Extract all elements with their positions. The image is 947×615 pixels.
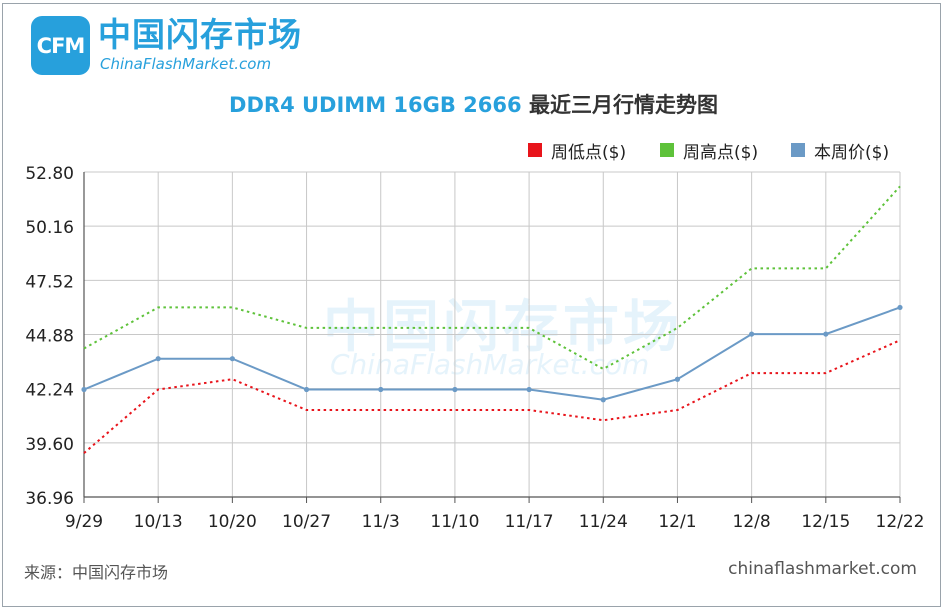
chart-title-product: DDR4 UDIMM 16GB 2666 (229, 93, 522, 117)
legend-label-current: 本周价($) (814, 142, 890, 163)
y-tick-label: 44.88 (25, 327, 74, 347)
x-tick-label: 12/8 (733, 512, 771, 532)
chart-title: DDR4 UDIMM 16GB 2666 最近三月行情走势图 (0, 92, 947, 118)
x-tick-label: 11/3 (362, 512, 400, 532)
y-tick-label: 39.60 (25, 435, 74, 455)
y-tick-label: 50.16 (25, 218, 74, 238)
series-point-2 (897, 304, 903, 311)
x-tick-label: 10/13 (134, 512, 183, 532)
logo-name-cn: 中国闪存市场 (98, 15, 302, 54)
legend-item-high: 周高点($) (660, 139, 759, 163)
legend-label-high: 周高点($) (683, 142, 759, 163)
x-tick-label: 12/1 (658, 512, 696, 532)
x-tick-label: 10/20 (208, 512, 257, 532)
logo-name-en: ChinaFlashMarket.com (100, 55, 272, 73)
x-tick-label: 10/27 (282, 512, 331, 532)
x-tick-label: 12/22 (876, 512, 925, 532)
series-line-1 (83, 185, 901, 371)
series-point-2 (452, 386, 458, 393)
legend-item-current: 本周价($) (791, 139, 890, 163)
x-tick-label: 11/10 (430, 512, 479, 532)
series-line-2 (83, 306, 901, 401)
x-tick-label: 11/17 (505, 512, 554, 532)
x-tick-label: 11/24 (579, 512, 628, 532)
cfm-logo-badge: CFM (31, 16, 90, 75)
series-point-2 (229, 356, 235, 362)
y-tick-label: 52.80 (25, 164, 74, 184)
series-point-2 (81, 386, 87, 393)
legend-swatch-low (528, 143, 542, 157)
legend-swatch-current (791, 143, 805, 157)
y-tick-label: 36.96 (25, 489, 74, 509)
x-tick-label: 9/29 (65, 512, 103, 532)
y-tick-label: 42.24 (25, 381, 74, 401)
series-point-2 (378, 386, 384, 393)
series-point-2 (526, 386, 532, 393)
series-point-2 (823, 331, 829, 337)
legend-swatch-high (660, 143, 674, 157)
series-point-2 (155, 356, 161, 362)
series-point-2 (600, 397, 606, 403)
legend-item-low: 周低点($) (528, 139, 627, 163)
y-tick-label: 47.52 (25, 272, 74, 292)
x-tick-label: 12/15 (801, 512, 850, 532)
series-point-2 (749, 331, 755, 337)
chart-title-desc: 最近三月行情走势图 (528, 93, 718, 117)
series-point-2 (303, 386, 310, 393)
footer-site: chinaflashmarket.com (728, 559, 917, 579)
series-line-0 (83, 339, 901, 454)
legend-label-low: 周低点($) (551, 142, 627, 163)
footer-source: 来源：中国闪存市场 (24, 563, 169, 582)
series-point-2 (674, 376, 681, 382)
